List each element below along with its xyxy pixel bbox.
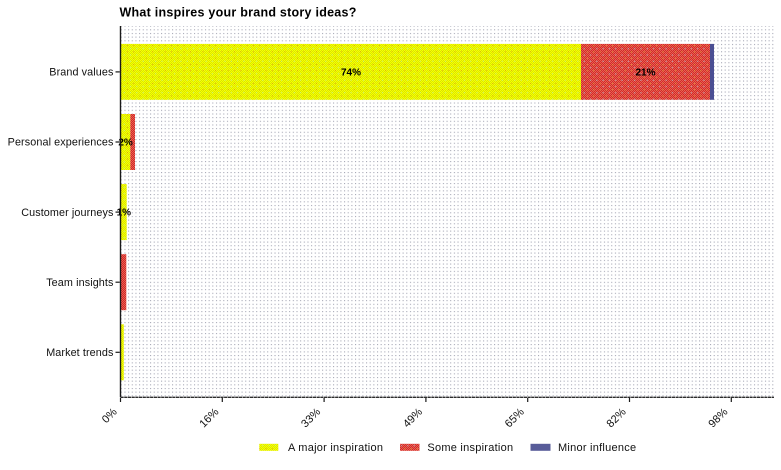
svg-text:What inspires your brand story: What inspires your brand story ideas? <box>120 6 357 20</box>
svg-text:2%: 2% <box>118 138 133 149</box>
svg-text:Customer journeys: Customer journeys <box>21 207 114 219</box>
svg-text:A major inspiration: A major inspiration <box>288 442 383 454</box>
svg-text:Some inspiration: Some inspiration <box>427 442 513 454</box>
svg-text:1%: 1% <box>117 208 132 219</box>
svg-text:Minor influence: Minor influence <box>558 442 636 454</box>
svg-text:Brand values: Brand values <box>49 67 114 79</box>
svg-text:Team insights: Team insights <box>46 277 114 289</box>
svg-text:Market trends: Market trends <box>46 347 114 359</box>
svg-text:21%: 21% <box>635 67 655 78</box>
svg-text:74%: 74% <box>341 67 361 78</box>
svg-text:Personal experiences: Personal experiences <box>8 137 114 149</box>
